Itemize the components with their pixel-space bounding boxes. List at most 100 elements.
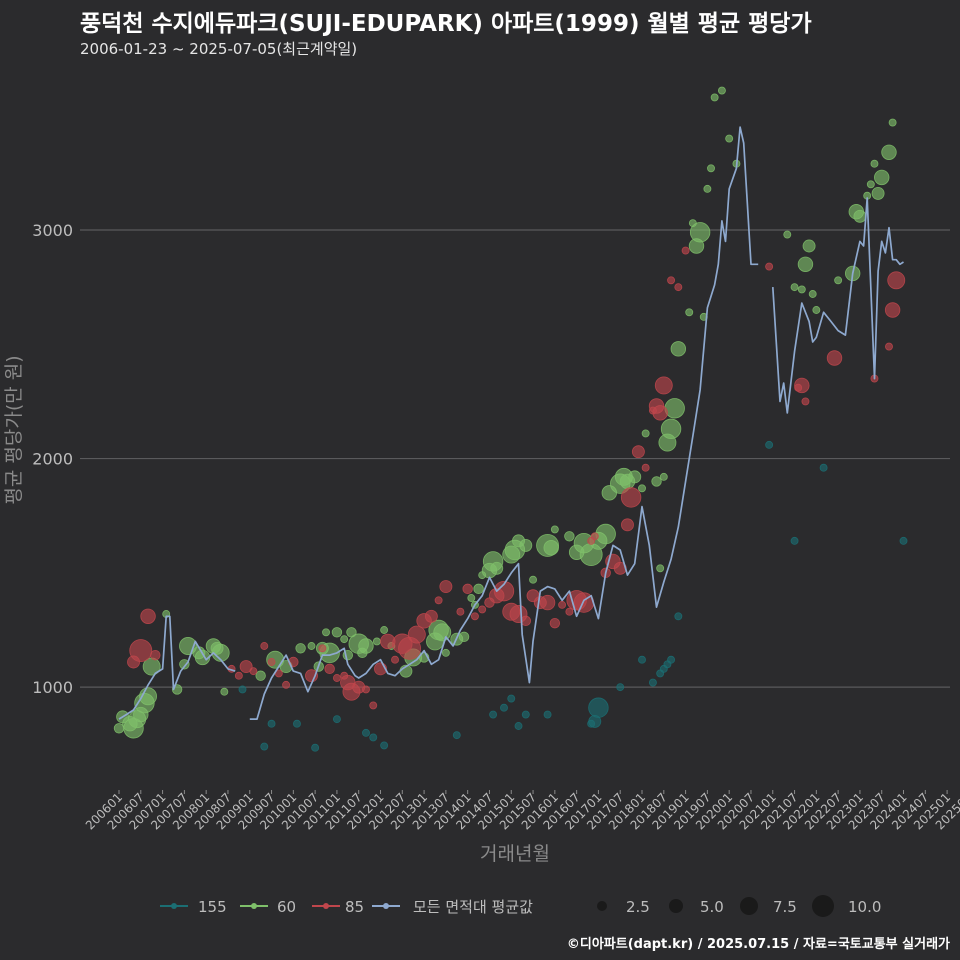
point-85-2: [140, 608, 156, 624]
size-legend-dot-5-0: [669, 899, 683, 913]
point-85-48: [565, 607, 574, 616]
source-caption: ©디아파트(dapt.kr) / 2025.07.15 / 자료=국토교통부 실…: [566, 937, 950, 952]
point-60-22: [295, 643, 306, 654]
series-155-points: [238, 440, 908, 752]
legend: 155 60 85 모든 면적대 평균값 2.5 5.0 7.5 10.0: [160, 895, 881, 917]
point-60-82: [685, 308, 694, 317]
point-60-57: [519, 538, 533, 552]
point-155-20: [638, 655, 646, 664]
size-legend-dot-10-0: [812, 895, 834, 917]
point-155-25: [667, 655, 676, 664]
point-60-18: [220, 687, 229, 696]
legend-dot-60: [251, 903, 257, 909]
point-60-105: [866, 180, 875, 189]
point-155-27: [765, 440, 774, 449]
point-60-79: [660, 418, 682, 440]
point-85-45: [539, 594, 556, 611]
point-85-65: [674, 283, 683, 292]
point-60-96: [797, 256, 814, 272]
point-155-21: [648, 678, 657, 687]
size-legend: 2.5 5.0 7.5 10.0: [597, 895, 881, 917]
point-85-73: [885, 342, 893, 351]
point-85-31: [434, 596, 443, 605]
y-tick-label-2000: 2000: [32, 450, 73, 469]
point-85-9: [267, 658, 276, 666]
point-85-36: [478, 605, 487, 614]
point-60-11: [179, 659, 190, 670]
point-85-1: [129, 639, 153, 663]
point-85-57: [620, 487, 642, 508]
point-60-103: [853, 209, 867, 223]
point-85-5: [234, 671, 243, 680]
point-60-76: [656, 564, 665, 573]
point-85-25: [391, 655, 399, 664]
point-60-53: [490, 561, 504, 575]
legend-label-60: 60: [277, 898, 296, 916]
point-60-97: [802, 239, 816, 253]
point-85-35: [470, 612, 479, 621]
point-85-66: [681, 246, 690, 255]
y-axis-label: 평균 평당가(만 원): [3, 355, 25, 504]
legend-item-155: 155: [160, 898, 227, 916]
legend-item-85: 85: [312, 898, 364, 916]
point-60-46: [458, 631, 470, 643]
point-60-100: [834, 276, 843, 285]
point-60-44: [441, 648, 450, 657]
series-60-points: [113, 86, 897, 739]
point-85-56: [621, 518, 634, 532]
point-60-23: [307, 642, 316, 650]
point-85-15: [324, 663, 335, 675]
point-60-47: [467, 594, 476, 602]
point-85-21: [362, 685, 370, 694]
point-85-62: [652, 405, 668, 421]
point-85-71: [826, 350, 843, 366]
point-60-110: [888, 118, 897, 127]
point-85-67: [765, 262, 774, 271]
chart-subtitle: 2006-01-23 ~ 2025-07-05(최근계약일): [80, 40, 358, 58]
point-60-88: [707, 164, 715, 173]
point-85-52: [590, 532, 599, 541]
point-155-3: [293, 719, 301, 728]
x-tick-labels: 2006012006072007012007072008012008072009…: [83, 790, 960, 833]
point-85-30: [424, 609, 438, 623]
point-85-11: [282, 680, 291, 689]
point-60-26: [322, 628, 330, 637]
point-60-75: [651, 476, 662, 487]
point-60-89: [710, 93, 719, 102]
point-85-70: [801, 397, 810, 406]
point-155-29: [819, 463, 828, 472]
point-60-87: [703, 184, 712, 193]
point-60-80: [664, 398, 685, 419]
point-155-28: [790, 536, 799, 545]
size-legend-label-10-0: 10.0: [848, 898, 881, 916]
point-155-4: [311, 743, 320, 752]
point-60-72: [628, 470, 642, 484]
point-155-11: [500, 703, 508, 712]
point-155-10: [489, 710, 498, 719]
point-85-33: [456, 607, 465, 616]
point-155-15: [543, 710, 552, 719]
point-60-81: [670, 341, 687, 357]
point-60-109: [881, 144, 897, 160]
legend-dot-average: [383, 903, 389, 909]
point-155-14: [521, 710, 530, 719]
point-85-64: [667, 276, 676, 285]
point-85-3: [150, 649, 161, 661]
size-legend-label-5-0: 5.0: [700, 898, 724, 916]
point-60-29: [340, 635, 349, 644]
point-155-30: [899, 536, 908, 545]
point-85-46: [549, 617, 561, 629]
point-155-2: [267, 719, 276, 728]
point-85-8: [260, 642, 269, 650]
size-legend-label-2-5: 2.5: [626, 898, 650, 916]
point-60-67: [595, 523, 616, 545]
chart-title: 풍덕천 수지에듀파크(SUJI-EDUPARK) 아파트(1999) 월별 평균…: [80, 11, 812, 37]
legend-label-average: 모든 면적대 평균값: [413, 898, 533, 916]
legend-label-85: 85: [345, 898, 364, 916]
point-60-74: [641, 429, 650, 438]
point-155-26: [674, 612, 683, 621]
legend-label-155: 155: [198, 898, 227, 916]
legend-item-average: 모든 면적대 평균값: [372, 898, 533, 916]
point-60-19: [255, 670, 266, 681]
